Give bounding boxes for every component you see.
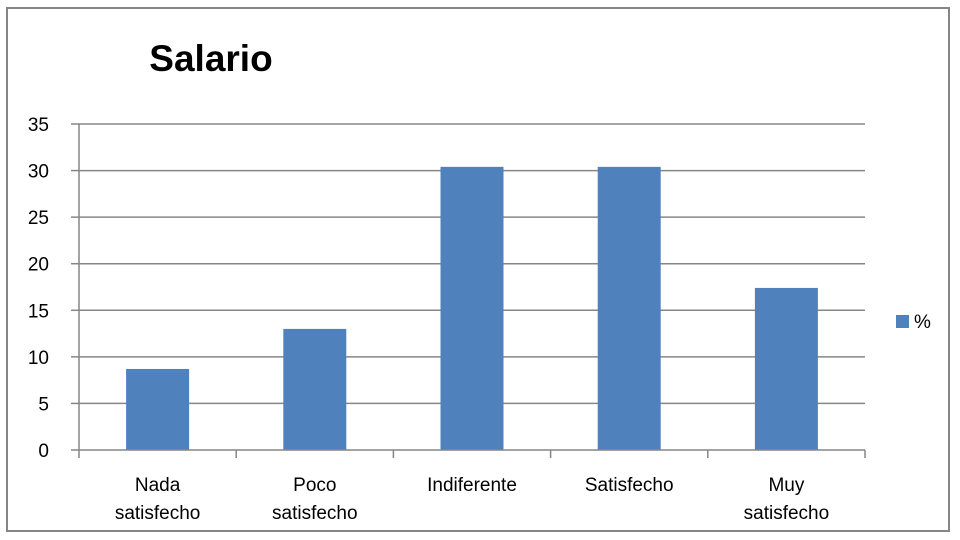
x-tick-label: Satisfecho — [585, 475, 674, 496]
x-tick-labels: Nada satisfecho Poco satisfecho Indiferente S… — [115, 475, 829, 524]
bar — [597, 166, 661, 451]
x-tick-label: Poco satisfecho — [272, 475, 358, 524]
legend: % — [896, 312, 931, 333]
y-tick-label: 30 — [28, 162, 49, 183]
bar — [754, 287, 818, 450]
y-tick-label: 10 — [28, 348, 49, 369]
y-tick-label: 20 — [28, 255, 49, 276]
legend-label: % — [914, 312, 931, 333]
x-tick-label: Nada satisfecho — [115, 475, 201, 524]
y-tick-label: 35 — [28, 115, 49, 136]
bar — [126, 368, 190, 450]
chart-title: Salario — [149, 38, 272, 79]
bars — [126, 166, 818, 451]
legend-swatch — [896, 315, 909, 328]
x-tick-label: Indiferente — [427, 475, 517, 496]
y-tick-labels: 0 5 10 15 20 25 30 35 — [28, 115, 49, 462]
y-tick-label: 25 — [28, 208, 49, 229]
y-tick-label: 5 — [38, 394, 49, 415]
y-tick-label: 0 — [38, 441, 49, 462]
x-tick-label: Muy satisfecho — [744, 475, 830, 524]
axes — [71, 123, 866, 458]
bar — [440, 166, 504, 451]
y-tick-label: 15 — [28, 301, 49, 322]
bar — [283, 328, 347, 450]
